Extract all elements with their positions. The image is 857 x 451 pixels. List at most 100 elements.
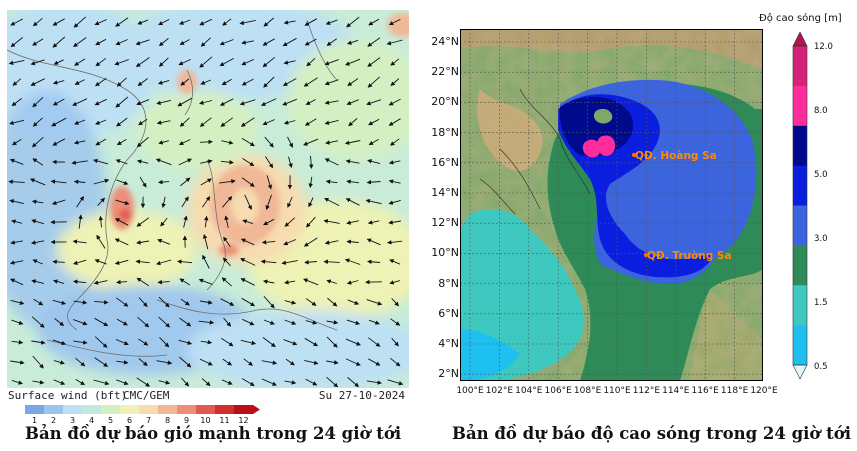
wind-arrow xyxy=(95,119,107,125)
lon-label: 112°E xyxy=(632,386,661,396)
wind-arrow xyxy=(199,56,213,68)
wind-arrow xyxy=(305,216,316,228)
wind-arrow xyxy=(179,356,192,368)
wind-arrow xyxy=(263,218,275,226)
wind-arrow xyxy=(241,78,254,86)
wind-arrow xyxy=(137,78,148,87)
wind-arrow xyxy=(325,140,339,145)
lat-label: 10°N xyxy=(431,246,459,260)
wind-arrow xyxy=(52,18,65,26)
wind-arrow xyxy=(261,240,276,245)
wind-arrow xyxy=(94,19,107,26)
wind-arrow xyxy=(344,140,361,145)
wind-arrow xyxy=(32,259,43,265)
wind-arrow xyxy=(264,136,274,148)
wind-forecast-map xyxy=(0,0,427,390)
wind-arrow xyxy=(183,215,188,228)
wind-arrow xyxy=(156,99,172,105)
wind-arrow xyxy=(308,197,314,208)
wind-arrow xyxy=(31,199,44,204)
wind-arrow xyxy=(135,39,150,46)
wind-arrow xyxy=(76,195,84,208)
wave-colorbar-swatch xyxy=(793,245,807,286)
wind-arrow xyxy=(388,118,401,126)
wind-arrow xyxy=(116,379,129,386)
wind-arrow xyxy=(10,240,23,245)
wind-arrow xyxy=(263,319,275,325)
wind-arrow xyxy=(158,316,171,328)
wind-arrow xyxy=(10,299,25,305)
wind-arrow xyxy=(284,217,296,227)
wind-arrow xyxy=(158,57,169,67)
wind-arrow xyxy=(94,317,109,327)
wind-arrow xyxy=(73,279,87,284)
wind-scale-swatch xyxy=(196,405,215,414)
wind-scale-tick: 1 xyxy=(32,416,37,424)
wind-arrow xyxy=(9,158,24,165)
wind-arrow xyxy=(347,377,360,388)
wind-arrow xyxy=(10,360,25,365)
wave-colorbar-swatch xyxy=(793,85,807,127)
wind-scale-end-triangle xyxy=(253,405,260,414)
wind-arrow xyxy=(303,138,319,146)
wind-arrow xyxy=(366,299,383,306)
wind-arrow xyxy=(220,160,234,165)
wind-arrow xyxy=(32,355,44,369)
colorbar-bottom-triangle xyxy=(792,364,808,380)
wind-arrow xyxy=(388,199,401,205)
truong-sa-label: QĐ. Trường Sa xyxy=(647,250,732,262)
lat-label: 8°N xyxy=(438,276,459,290)
wave-colorbar: Độ cao sóng [m] 12.0 8.0 5.0 3.0 1.5 0.5 xyxy=(759,13,857,383)
wind-arrow xyxy=(303,77,318,87)
wind-arrow xyxy=(115,218,129,226)
wind-arrow xyxy=(199,117,212,127)
wind-arrow xyxy=(326,336,338,348)
wind-arrow xyxy=(52,339,67,346)
wind-arrow xyxy=(178,339,193,345)
wind-arrow xyxy=(115,96,129,108)
wind-scale-tick: 9 xyxy=(184,416,189,424)
wind-arrow xyxy=(30,59,45,66)
wind-arrow xyxy=(157,279,170,285)
wind-arrow xyxy=(179,278,191,286)
wind-scale-swatch xyxy=(44,405,63,414)
wind-arrow xyxy=(325,19,338,25)
wind-arrow xyxy=(158,18,170,26)
wind-arrow xyxy=(179,19,191,25)
wind-arrow xyxy=(180,177,191,187)
wind-arrow xyxy=(158,140,170,145)
wind-arrow xyxy=(73,300,88,305)
wind-arrow xyxy=(325,179,338,184)
wind-arrow xyxy=(98,215,104,228)
wind-arrow xyxy=(114,259,129,265)
wind-arrow xyxy=(74,79,85,85)
lon-label: 108°E xyxy=(573,386,602,396)
wind-scale-swatch xyxy=(101,405,120,414)
wave-colorbar-swatch xyxy=(793,165,807,206)
wind-arrow xyxy=(11,379,23,385)
wind-scale-tick: 12 xyxy=(238,416,248,424)
wind-arrow xyxy=(284,300,297,305)
wind-arrow xyxy=(161,196,166,209)
wave-colorbar-tick: 5.0 xyxy=(814,170,828,180)
wind-arrow xyxy=(95,138,107,146)
wind-arrow xyxy=(199,139,213,145)
wind-arrow xyxy=(263,17,275,27)
wind-arrow xyxy=(347,39,359,45)
wind-arrow xyxy=(52,36,66,48)
wind-arrow xyxy=(219,179,236,184)
wind-arrow xyxy=(78,214,83,229)
wave-colorbar-tick: 12.0 xyxy=(814,42,833,52)
wind-arrow xyxy=(116,279,128,285)
wave-colorbar-tick: 0.5 xyxy=(814,362,828,372)
wind-arrow xyxy=(93,158,109,165)
wind-arrow xyxy=(390,318,401,326)
wind-arrow xyxy=(305,99,316,105)
wind-arrow xyxy=(199,358,213,366)
wind-arrow xyxy=(324,240,339,245)
wind-arrow xyxy=(11,340,24,345)
wave-map-caption: Bản đồ dự báo độ cao sóng trong 24 giờ t… xyxy=(452,424,852,443)
wind-arrow xyxy=(240,238,255,246)
wind-arrow xyxy=(10,278,24,286)
wind-arrow xyxy=(73,140,86,145)
